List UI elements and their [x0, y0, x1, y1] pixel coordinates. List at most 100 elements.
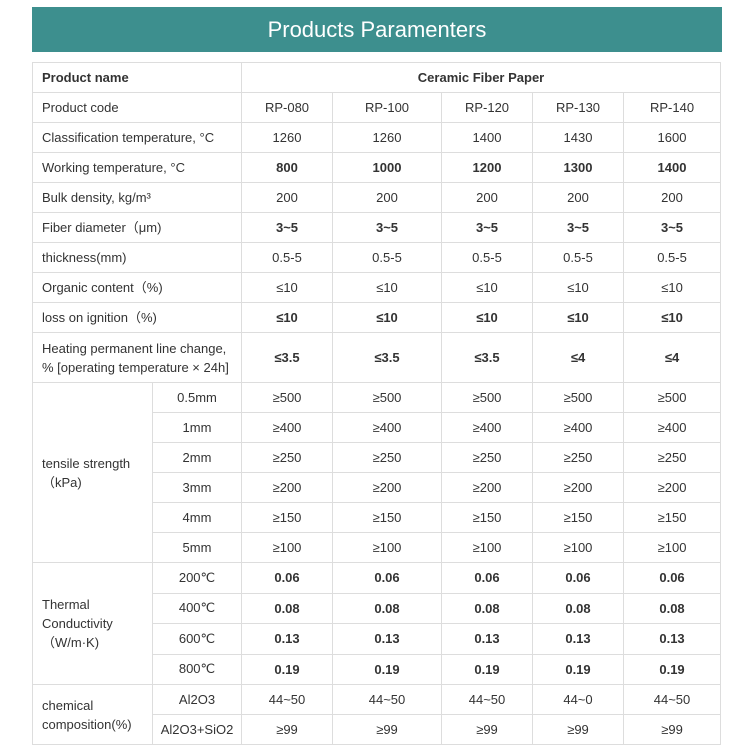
cell: 44~50 — [441, 684, 533, 715]
sub-label: 2mm — [152, 442, 242, 473]
row-label: Thermal Conductivity （W/m·K) — [32, 562, 153, 685]
label-line: chemical — [42, 697, 94, 713]
cell: ≤10 — [241, 302, 333, 333]
cell: 0.19 — [441, 653, 533, 685]
sub-label: 5mm — [152, 532, 242, 563]
label-line: Organic content（%) — [42, 280, 163, 295]
cell: ≥250 — [441, 442, 533, 473]
label-line: （kPa) — [42, 474, 82, 490]
label-line: Product code — [42, 100, 119, 115]
cell: ≥200 — [532, 472, 624, 503]
sub-label: 0.5mm — [152, 382, 242, 413]
table-row: Al2O3+SiO2 ≥99 ≥99 ≥99 ≥99 ≥99 — [33, 714, 722, 745]
cell: 0.5-5 — [332, 242, 442, 273]
cell: 1000 — [332, 152, 442, 183]
row-label: thickness(mm) — [32, 242, 242, 273]
cell: 0.08 — [622, 592, 722, 624]
cell: ≥100 — [532, 532, 624, 563]
cell: 200 — [622, 182, 722, 213]
cell: ≤10 — [332, 302, 442, 333]
row-label: chemical composition(%) — [32, 684, 153, 745]
cell: 0.19 — [532, 653, 624, 685]
cell: 0.13 — [441, 623, 533, 655]
cell: ≥200 — [622, 472, 722, 503]
row-label: Heating permanent line change, % [operati… — [32, 332, 242, 383]
cell: ≥99 — [241, 714, 333, 745]
table-row: Classification temperature, °C 1260 1260 14… — [32, 122, 722, 153]
table-row: chemical composition(%) Al2O3 44~50 44~50 44~… — [32, 684, 722, 745]
cell: 1400 — [441, 122, 533, 153]
sub-label: 1mm — [152, 412, 242, 443]
cell: ≥400 — [441, 412, 533, 443]
cell: ≤4 — [622, 332, 722, 383]
cell: 0.08 — [532, 592, 624, 624]
cell: ≥100 — [622, 532, 722, 563]
row-label: Product code — [32, 92, 242, 123]
cell: ≥500 — [241, 382, 333, 413]
cell: 44~50 — [622, 684, 722, 715]
table-row: thickness(mm) 0.5-5 0.5-5 0.5-5 0.5-5 0.5-5 — [32, 242, 722, 273]
cell: 0.06 — [241, 562, 333, 594]
row-label: Fiber diameter（μm) — [32, 212, 242, 243]
cell: ≤10 — [332, 272, 442, 303]
cell: ≥400 — [241, 412, 333, 443]
cell: ≥150 — [441, 502, 533, 533]
cell: 3~5 — [241, 212, 333, 243]
cell: 800 — [241, 152, 333, 183]
cell: ≤10 — [532, 302, 624, 333]
title-bar: Products Paramenters — [32, 7, 722, 52]
row-label: Bulk density, kg/m³ — [32, 182, 242, 213]
label-line: Fiber diameter（μm) — [42, 220, 162, 235]
table-row: Product code RP-080 RP-100 RP-120 RP-130 RP-1… — [32, 92, 722, 123]
label-line: loss on ignition（%) — [42, 310, 157, 325]
table-row: Bulk density, kg/m³ 200 200 200 200 200 — [32, 182, 722, 213]
cell: 200 — [332, 182, 442, 213]
cell: 0.08 — [241, 592, 333, 624]
cell: 0.5-5 — [532, 242, 624, 273]
label-line: Classification temperature, °C — [42, 130, 215, 145]
cell: 3~5 — [622, 212, 722, 243]
cell: 0.06 — [332, 562, 442, 594]
label-line: （W/m·K) — [42, 635, 100, 650]
cell: ≤3.5 — [441, 332, 533, 383]
cell: 0.5-5 — [241, 242, 333, 273]
cell: 1400 — [622, 152, 722, 183]
label-line: Heating permanent line change, — [42, 340, 227, 356]
cell: 0.08 — [441, 592, 533, 624]
table-row: 3mm ≥200 ≥200 ≥200 ≥200 ≥200 — [33, 472, 722, 503]
cell: ≥400 — [622, 412, 722, 443]
cell: 1430 — [532, 122, 624, 153]
cell: 0.13 — [241, 623, 333, 655]
cell: ≥100 — [241, 532, 333, 563]
cell: ≥250 — [241, 442, 333, 473]
cell: 0.19 — [241, 653, 333, 685]
cell: ≤3.5 — [332, 332, 442, 383]
cell: 0.19 — [332, 653, 442, 685]
label-line: composition(%) — [42, 716, 132, 732]
sub-label: Al2O3 — [152, 684, 242, 715]
sub-label: Al2O3+SiO2 — [152, 714, 242, 745]
cell: ≥150 — [332, 502, 442, 533]
table-row: 2mm ≥250 ≥250 ≥250 ≥250 ≥250 — [33, 442, 722, 473]
row-label: Organic content（%) — [32, 272, 242, 303]
sub-label: 3mm — [152, 472, 242, 503]
cell: ≥150 — [532, 502, 624, 533]
cell: RP-130 — [532, 92, 624, 123]
cell: 200 — [241, 182, 333, 213]
sub-label: 400℃ — [152, 592, 242, 624]
cell: ≥99 — [622, 714, 722, 745]
table-row: Thermal Conductivity （W/m·K) 200℃ 0.06 0.06 0.… — [32, 562, 722, 685]
cell: 3~5 — [332, 212, 442, 243]
label-line: Bulk density, kg/m³ — [42, 190, 151, 205]
cell: ≥400 — [532, 412, 624, 443]
label-line: Thermal — [42, 597, 90, 612]
cell: 0.5-5 — [622, 242, 722, 273]
cell: ≥100 — [332, 532, 442, 563]
cell: ≥100 — [441, 532, 533, 563]
cell: ≥99 — [441, 714, 533, 745]
sub-label: 800℃ — [152, 653, 242, 685]
cell: RP-120 — [441, 92, 533, 123]
params-table: Product name Ceramic Fiber Paper Product c… — [32, 62, 722, 745]
cell: ≥150 — [622, 502, 722, 533]
cell: 44~50 — [241, 684, 333, 715]
